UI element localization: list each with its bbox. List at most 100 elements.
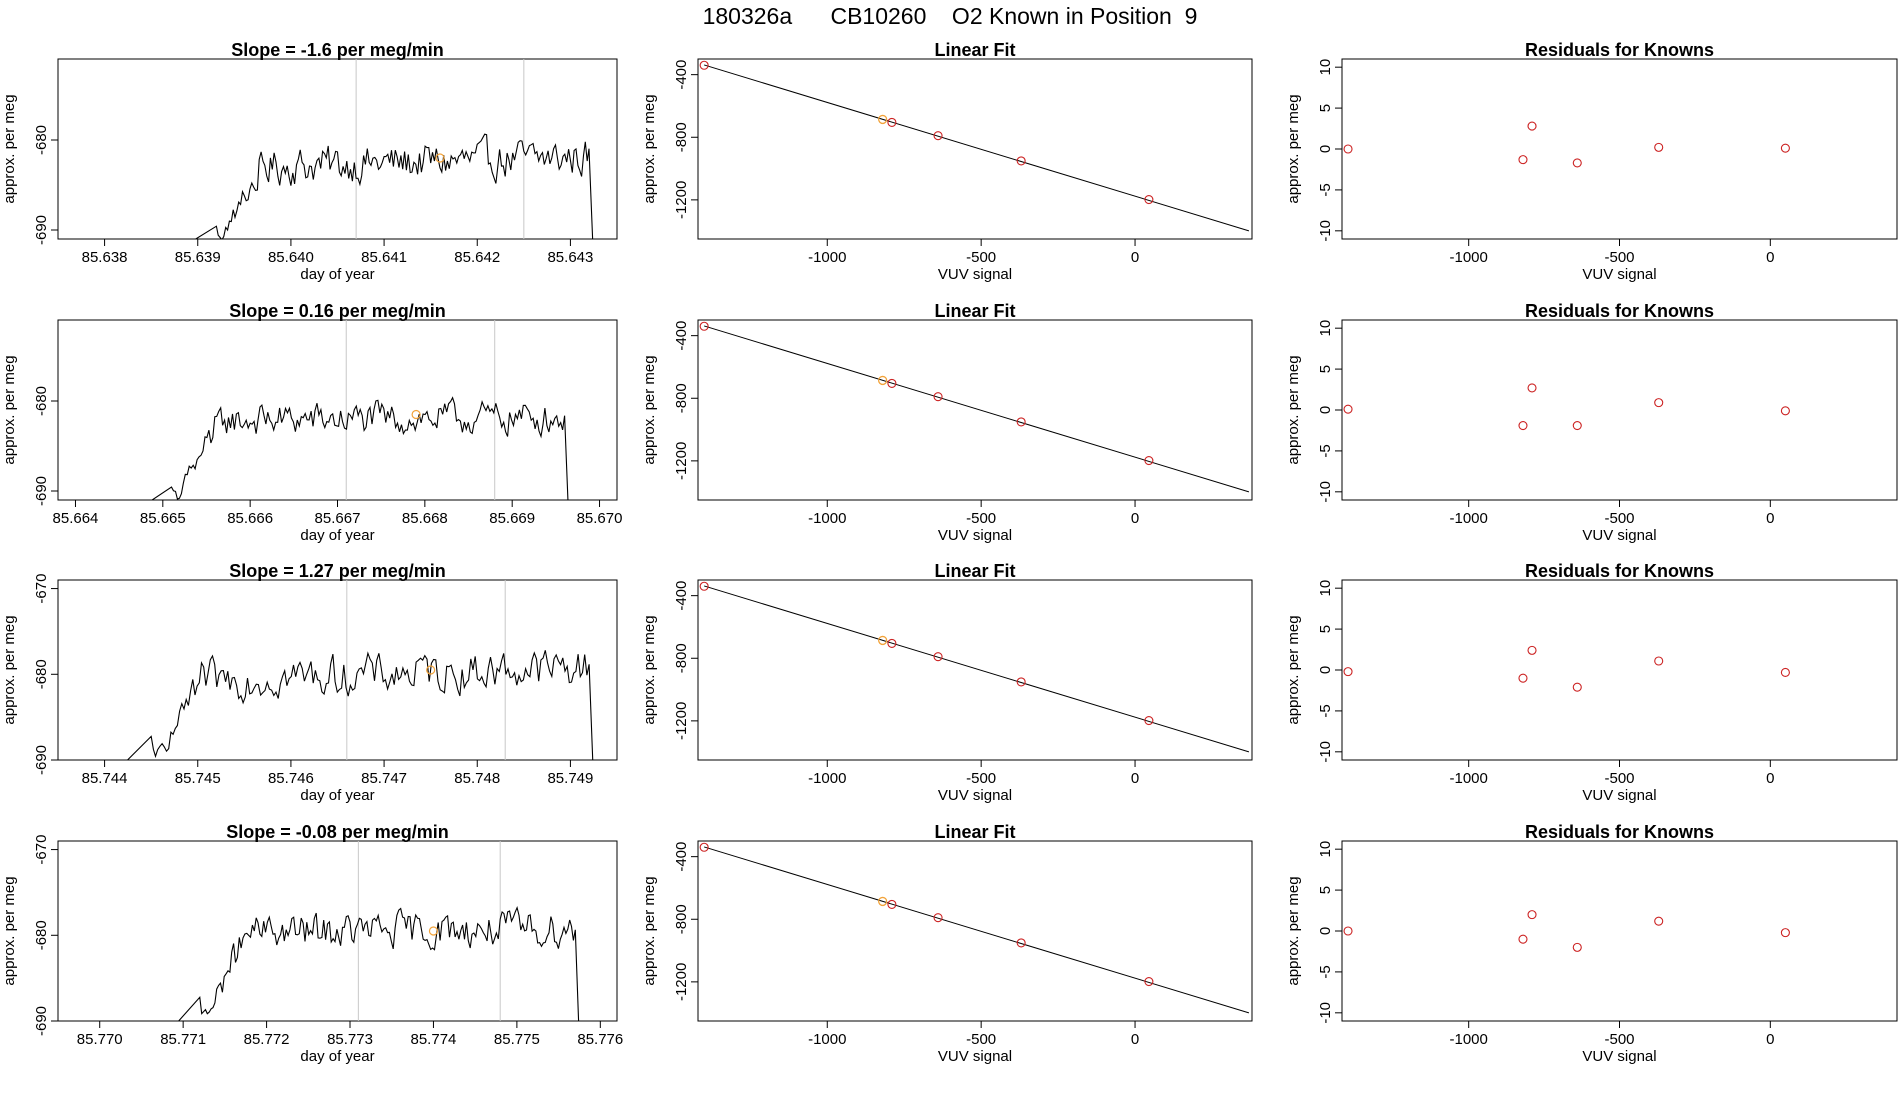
y-tick-label: -1200 xyxy=(673,442,690,480)
known-point xyxy=(887,378,897,388)
data-trace xyxy=(177,905,580,1021)
y-axis-title: approx. per meg xyxy=(641,615,658,724)
known-point xyxy=(699,842,709,852)
x-tick-label: 85.667 xyxy=(315,510,361,527)
residual-point xyxy=(1518,673,1528,683)
x-tick-label: 85.639 xyxy=(175,249,221,266)
x-tick-label: -1000 xyxy=(1449,770,1487,787)
plot-area xyxy=(194,59,594,239)
panel-title: Linear Fit xyxy=(934,301,1015,321)
plot-frame xyxy=(1341,58,1898,240)
known-point xyxy=(1144,456,1154,466)
plot-frame xyxy=(697,319,1253,501)
y-axis-title: approx. per meg xyxy=(1285,94,1302,203)
residual-point xyxy=(1527,910,1537,920)
x-axis-title: VUV signal xyxy=(1582,787,1656,804)
y-axis-title: approx. per meg xyxy=(641,355,658,464)
known-point xyxy=(887,638,897,648)
plot-frame xyxy=(1341,319,1898,501)
residual-point xyxy=(1780,928,1790,938)
sample-point xyxy=(426,665,436,675)
known-point xyxy=(699,321,709,331)
panel-time_series-row-3: Slope = -0.08 per meg/min 85.770 85.771 85.… xyxy=(1,822,623,1065)
panel-title: Slope = 1.27 per meg/min xyxy=(229,561,446,581)
y-tick-label: -670 xyxy=(33,835,50,865)
panel-residuals-row-1: Residuals for Knowns -1000 -500 0 VUV signal… xyxy=(1285,301,1898,544)
y-axis-title: approx. per meg xyxy=(1285,615,1302,724)
y-tick-label: -680 xyxy=(33,659,50,689)
y-tick-label: -670 xyxy=(33,574,50,604)
x-tick-label: 85.664 xyxy=(53,510,99,527)
residual-point xyxy=(1527,645,1537,655)
x-tick-label: 85.744 xyxy=(82,770,128,787)
x-axis-title: VUV signal xyxy=(938,527,1012,544)
panel-title: Linear Fit xyxy=(934,561,1015,581)
sample-point xyxy=(435,153,445,163)
panel-linear_fit-row-2: Linear Fit -1000 -500 0 VUV signal -400 -800 -1… xyxy=(641,561,1253,804)
x-tick-label: -500 xyxy=(966,249,996,266)
sample-point xyxy=(878,375,888,386)
y-tick-label: -690 xyxy=(33,215,50,245)
y-tick-label: 5 xyxy=(1317,104,1334,112)
plot-frame xyxy=(697,58,1253,240)
panel-linear_fit-row-1: Linear Fit -1000 -500 0 VUV signal -400 -800 -1… xyxy=(641,301,1253,544)
panel-title: Slope = 0.16 per meg/min xyxy=(229,301,446,321)
y-tick-label: -5 xyxy=(1317,444,1334,457)
y-tick-label: -10 xyxy=(1317,220,1334,242)
residual-point xyxy=(1572,682,1582,692)
residual-point xyxy=(1518,420,1528,431)
x-tick-label: 85.670 xyxy=(577,510,623,527)
panel-title: Slope = -0.08 per meg/min xyxy=(226,822,449,842)
plot-area xyxy=(126,580,594,760)
residual-point xyxy=(1780,406,1790,416)
x-tick-label: 85.749 xyxy=(547,770,593,787)
x-tick-label: 0 xyxy=(1131,1031,1139,1048)
residual-point xyxy=(1654,656,1664,666)
x-tick-label: 85.747 xyxy=(361,770,407,787)
x-tick-label: 85.776 xyxy=(577,1031,623,1048)
data-trace xyxy=(126,650,594,760)
x-axis-title: VUV signal xyxy=(938,1048,1012,1065)
residual-point xyxy=(1518,934,1528,944)
y-axis-title: approx. per meg xyxy=(1285,876,1302,985)
y-tick-label: -5 xyxy=(1317,965,1334,978)
known-point xyxy=(699,581,709,591)
y-tick-label: -400 xyxy=(673,60,690,90)
y-tick-label: 5 xyxy=(1317,625,1334,633)
residual-point xyxy=(1654,142,1664,152)
x-tick-label: 85.748 xyxy=(454,770,500,787)
plot-area xyxy=(1343,383,1790,431)
panel-time_series-row-2: Slope = 1.27 per meg/min 85.744 85.745 85.7… xyxy=(1,561,618,804)
y-tick-label: -10 xyxy=(1317,481,1334,503)
x-tick-label: 0 xyxy=(1766,249,1774,266)
residual-point xyxy=(1780,667,1790,678)
x-tick-label: -1000 xyxy=(808,770,846,787)
x-tick-label: 85.775 xyxy=(494,1031,540,1048)
y-tick-label: -5 xyxy=(1317,183,1334,196)
y-tick-label: -1200 xyxy=(673,963,690,1001)
known-point xyxy=(933,652,943,662)
x-tick-label: -500 xyxy=(1604,510,1634,527)
x-axis-title: VUV signal xyxy=(1582,266,1656,283)
x-tick-label: 85.770 xyxy=(77,1031,123,1048)
x-axis-title: day of year xyxy=(300,787,374,804)
panel-title: Residuals for Knowns xyxy=(1525,301,1714,321)
data-trace xyxy=(194,133,594,239)
residual-point xyxy=(1654,398,1664,408)
panel-residuals-row-2: Residuals for Knowns -1000 -500 0 VUV signal… xyxy=(1285,561,1898,804)
plot-area xyxy=(699,842,1250,1014)
plot-area xyxy=(699,581,1250,753)
y-tick-label: -800 xyxy=(673,122,690,152)
y-tick-label: -680 xyxy=(33,125,50,155)
y-tick-label: -10 xyxy=(1317,741,1334,763)
x-tick-label: 85.772 xyxy=(244,1031,290,1048)
plot-frame xyxy=(57,319,618,501)
data-trace xyxy=(151,396,569,500)
y-tick-label: -690 xyxy=(33,476,50,506)
x-tick-label: 85.773 xyxy=(327,1031,373,1048)
x-tick-label: -1000 xyxy=(1449,249,1487,266)
known-point xyxy=(933,131,943,141)
y-axis-title: approx. per meg xyxy=(1,876,18,985)
sample-point xyxy=(878,896,888,907)
residual-point xyxy=(1343,144,1353,154)
